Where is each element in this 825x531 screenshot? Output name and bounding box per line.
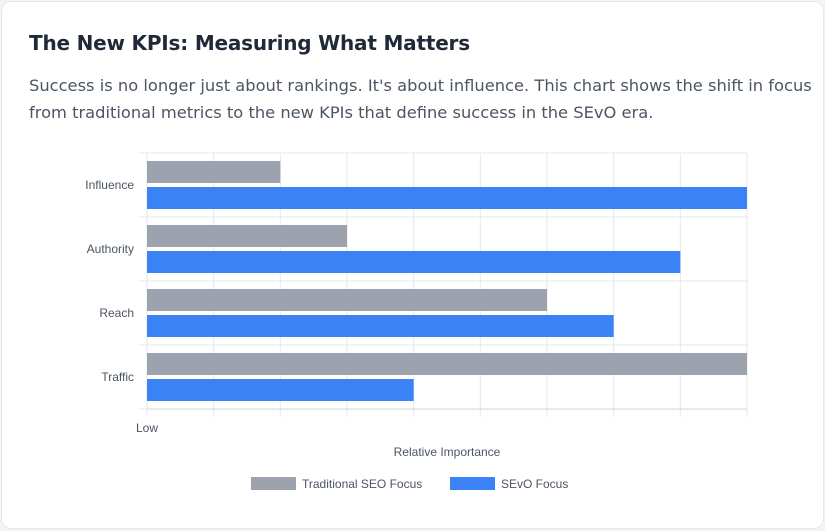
bar-traditional — [147, 161, 281, 183]
card-description: Success is no longer just about rankings… — [29, 76, 812, 122]
bar-traditional — [147, 289, 547, 311]
bar-sevo — [147, 251, 681, 273]
y-tick-label: Influence — [85, 178, 134, 192]
y-tick-label: Traffic — [101, 370, 134, 384]
bar-traditional — [147, 353, 747, 375]
bar-sevo — [147, 187, 747, 209]
bar-sevo — [147, 315, 614, 337]
y-tick-label: Authority — [87, 242, 134, 256]
bar-sevo — [147, 379, 414, 401]
y-tick-label: Reach — [99, 306, 134, 320]
legend-swatch — [251, 477, 296, 490]
bar-traditional — [147, 225, 347, 247]
legend-swatch — [450, 477, 495, 490]
legend-label: Traditional SEO Focus — [302, 477, 422, 491]
card-title: The New KPIs: Measuring What Matters — [29, 31, 470, 55]
x-axis-title: Relative Importance — [394, 445, 501, 459]
x-tick-label: Low — [136, 421, 158, 435]
legend-label: SEvO Focus — [501, 477, 568, 491]
